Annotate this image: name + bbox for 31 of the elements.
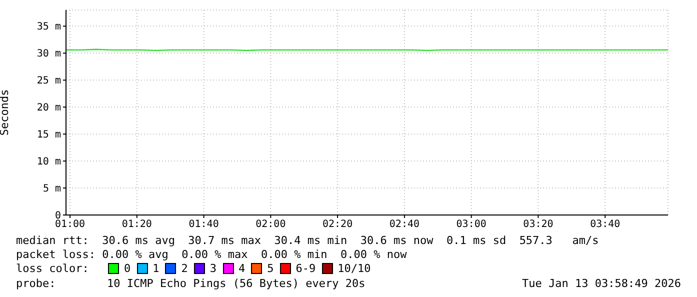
text: 6-9: [296, 262, 316, 275]
x-tick-label: 03:40: [590, 219, 620, 230]
y-tick-label: 25 m: [36, 76, 61, 87]
y-axis-title: Seconds: [0, 89, 11, 136]
x-tick-label: 01:40: [188, 219, 219, 230]
x-tick-label: 03:20: [523, 219, 554, 230]
text: Tue Jan 13 03:58:49 2026: [522, 277, 681, 290]
y-tick-label: 5 m: [42, 184, 61, 195]
text: 1: [152, 262, 160, 275]
text: 10 ICMP Echo Pings (56 Bytes) every 20s: [107, 277, 366, 290]
x-tick-label: 02:00: [256, 219, 286, 230]
y-tick-label: 30 m: [36, 48, 61, 60]
text: 5: [267, 262, 274, 275]
text: median rtt: 30.6 ms avg 30.7 ms max 30.4 ms min 30.6 ms now 0.1 ms sd 557.3 am/s: [16, 234, 599, 247]
y-tick-label: 10 m: [36, 156, 61, 168]
text: packet loss: 0.00 % avg 0.00 % max 0.00 % min 0.00 % now: [16, 248, 407, 261]
x-tick-label: 01:00: [54, 219, 86, 230]
x-tick-label: 02:40: [389, 219, 420, 230]
text: 4: [238, 262, 246, 275]
text: loss color:: [16, 262, 90, 275]
x-tick-label: 02:20: [322, 219, 353, 230]
y-tick-label: 35 m: [36, 22, 61, 33]
x-tick-label: 01:20: [122, 219, 152, 230]
text: 0: [124, 262, 131, 275]
y-tick-label: 15 m: [36, 130, 61, 141]
text: 3: [210, 262, 216, 275]
text: 2: [181, 262, 188, 275]
text: 10/10: [338, 262, 371, 275]
x-tick-label: 03:00: [456, 219, 486, 230]
text: probe:: [16, 277, 56, 290]
y-tick-label: 20 m: [36, 102, 61, 114]
